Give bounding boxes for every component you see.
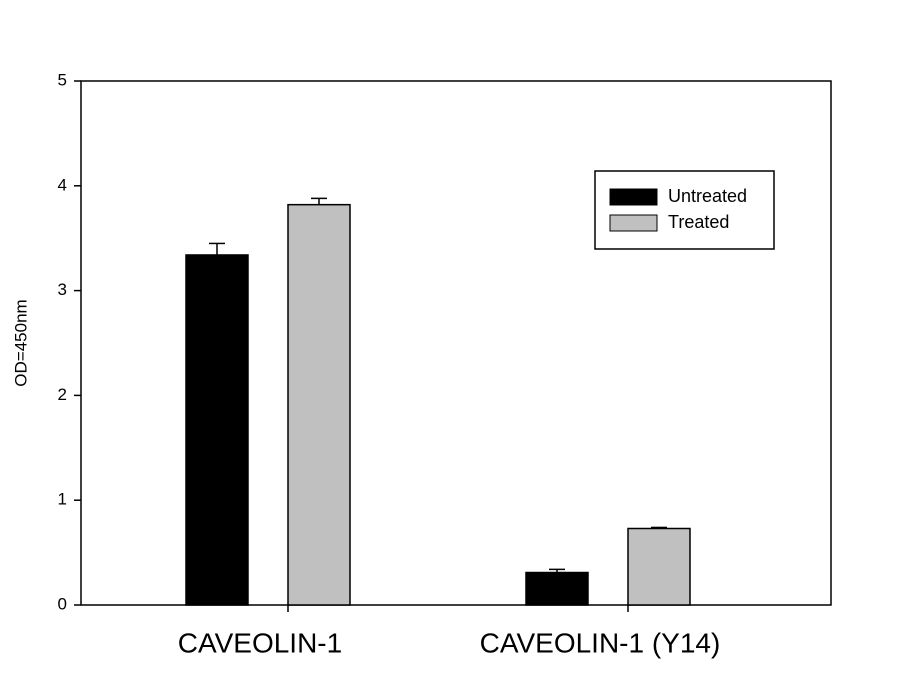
y-tick-label: 1 xyxy=(58,490,67,509)
legend-label: Treated xyxy=(668,212,729,232)
plot-frame xyxy=(80,80,832,606)
y-tick-label: 4 xyxy=(58,175,67,194)
bar xyxy=(525,571,589,606)
bar xyxy=(287,203,351,606)
x-tick-label: CAVEOLIN-1 (Y14) xyxy=(480,627,721,658)
legend xyxy=(594,170,775,250)
bar xyxy=(185,254,249,606)
y-tick-label: 0 xyxy=(58,594,67,613)
bar xyxy=(627,527,691,606)
y-axis-label: OD=450nm xyxy=(11,299,30,386)
y-tick-label: 2 xyxy=(58,385,67,404)
legend-swatch xyxy=(609,214,658,232)
y-tick-label: 3 xyxy=(58,280,67,299)
x-tick-label: CAVEOLIN-1 xyxy=(178,627,342,658)
legend-swatch xyxy=(609,188,658,206)
y-tick-label: 5 xyxy=(58,70,67,89)
legend-label: Untreated xyxy=(668,186,747,206)
